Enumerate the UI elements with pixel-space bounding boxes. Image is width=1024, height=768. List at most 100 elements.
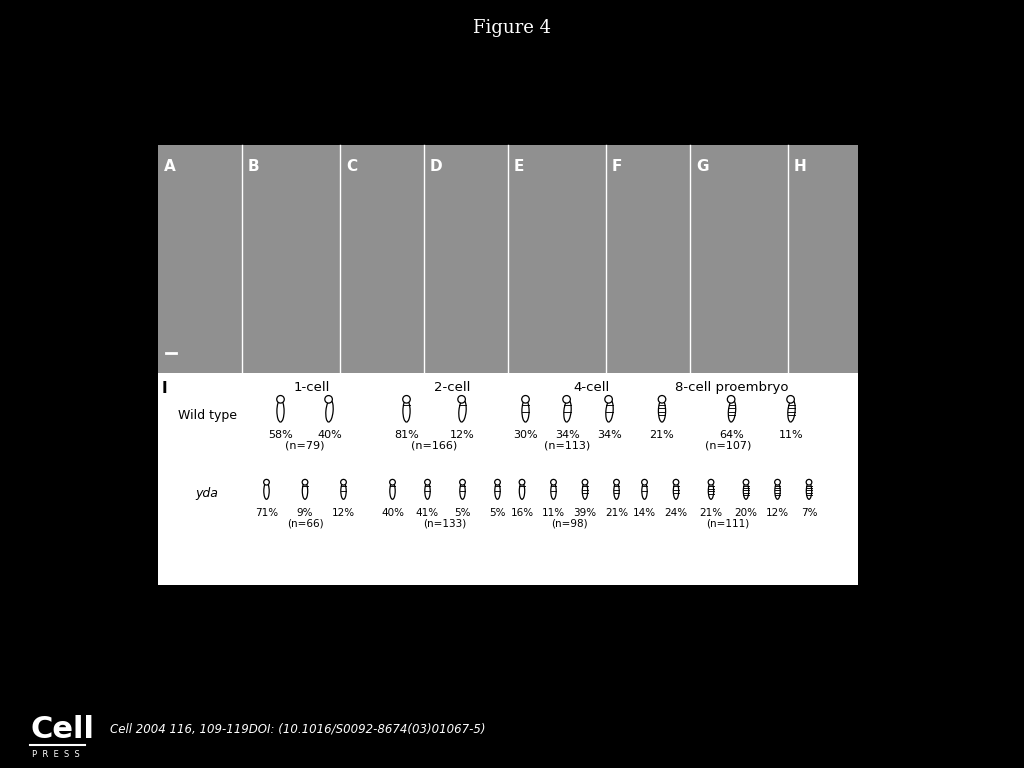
Text: (n=79): (n=79) bbox=[286, 440, 325, 450]
Circle shape bbox=[263, 479, 269, 485]
Ellipse shape bbox=[264, 483, 269, 499]
Text: E: E bbox=[514, 159, 524, 174]
Text: 4-cell: 4-cell bbox=[573, 381, 610, 394]
Text: Cell 2004 116, 109-119DOI: (10.1016/S0092-8674(03)01067-5): Cell 2004 116, 109-119DOI: (10.1016/S009… bbox=[110, 723, 485, 736]
Ellipse shape bbox=[459, 400, 466, 422]
Circle shape bbox=[390, 479, 395, 485]
Text: 41%: 41% bbox=[416, 508, 439, 518]
Text: 58%: 58% bbox=[268, 430, 293, 440]
Circle shape bbox=[775, 479, 780, 485]
Text: 21%: 21% bbox=[699, 508, 723, 518]
Circle shape bbox=[709, 479, 714, 485]
Text: 12%: 12% bbox=[332, 508, 355, 518]
Ellipse shape bbox=[728, 400, 735, 422]
Text: (n=166): (n=166) bbox=[412, 440, 458, 450]
Text: 16%: 16% bbox=[510, 508, 534, 518]
Text: 12%: 12% bbox=[451, 430, 475, 440]
Text: 21%: 21% bbox=[649, 430, 675, 440]
Text: D: D bbox=[430, 159, 442, 174]
Text: Wild type: Wild type bbox=[177, 409, 237, 422]
Ellipse shape bbox=[743, 483, 749, 499]
Circle shape bbox=[673, 479, 679, 485]
Circle shape bbox=[276, 396, 285, 403]
Ellipse shape bbox=[658, 400, 666, 422]
Text: Cell: Cell bbox=[30, 715, 94, 744]
Ellipse shape bbox=[674, 483, 679, 499]
Circle shape bbox=[642, 479, 647, 485]
Circle shape bbox=[425, 479, 430, 485]
Circle shape bbox=[551, 479, 556, 485]
Circle shape bbox=[727, 396, 735, 403]
Bar bbox=[158, 145, 858, 373]
Text: F: F bbox=[612, 159, 623, 174]
Text: (n=107): (n=107) bbox=[706, 440, 752, 450]
Text: 12%: 12% bbox=[766, 508, 790, 518]
Circle shape bbox=[402, 396, 411, 403]
Circle shape bbox=[458, 396, 465, 403]
Text: G: G bbox=[696, 159, 709, 174]
Text: Figure 4: Figure 4 bbox=[473, 19, 551, 37]
Ellipse shape bbox=[402, 400, 410, 422]
Circle shape bbox=[743, 479, 749, 485]
Circle shape bbox=[563, 396, 570, 403]
Text: 14%: 14% bbox=[633, 508, 656, 518]
Text: 11%: 11% bbox=[542, 508, 565, 518]
Ellipse shape bbox=[326, 400, 333, 422]
Circle shape bbox=[325, 396, 333, 403]
Text: 81%: 81% bbox=[394, 430, 419, 440]
Ellipse shape bbox=[551, 483, 556, 499]
Text: H: H bbox=[794, 159, 807, 174]
Text: (n=113): (n=113) bbox=[545, 440, 591, 450]
Text: (n=66): (n=66) bbox=[287, 518, 324, 528]
Ellipse shape bbox=[390, 483, 395, 499]
Circle shape bbox=[605, 396, 612, 403]
Text: 11%: 11% bbox=[779, 430, 804, 440]
Ellipse shape bbox=[564, 400, 571, 422]
Ellipse shape bbox=[613, 483, 620, 499]
Text: 8-cell proembryo: 8-cell proembryo bbox=[675, 381, 788, 394]
Circle shape bbox=[521, 396, 529, 403]
Text: (n=98): (n=98) bbox=[551, 518, 588, 528]
Text: 71%: 71% bbox=[255, 508, 279, 518]
Text: 39%: 39% bbox=[573, 508, 597, 518]
Circle shape bbox=[786, 396, 795, 403]
Text: C: C bbox=[346, 159, 357, 174]
Ellipse shape bbox=[583, 483, 588, 499]
Text: yda: yda bbox=[196, 486, 218, 499]
Text: P  R  E  S  S: P R E S S bbox=[32, 750, 80, 759]
Text: 21%: 21% bbox=[605, 508, 628, 518]
Text: 2-cell: 2-cell bbox=[434, 381, 470, 394]
Text: 40%: 40% bbox=[381, 508, 404, 518]
Text: 7%: 7% bbox=[801, 508, 817, 518]
Text: 5%: 5% bbox=[489, 508, 506, 518]
Text: 40%: 40% bbox=[317, 430, 342, 440]
Ellipse shape bbox=[806, 483, 812, 499]
Circle shape bbox=[583, 479, 588, 485]
Circle shape bbox=[302, 479, 308, 485]
Circle shape bbox=[519, 479, 525, 485]
Text: 20%: 20% bbox=[734, 508, 758, 518]
Text: 9%: 9% bbox=[297, 508, 313, 518]
Text: (n=111): (n=111) bbox=[706, 518, 749, 528]
Circle shape bbox=[658, 396, 666, 403]
Circle shape bbox=[806, 479, 812, 485]
Ellipse shape bbox=[276, 400, 284, 422]
Ellipse shape bbox=[425, 483, 430, 499]
Circle shape bbox=[341, 479, 346, 485]
Text: 34%: 34% bbox=[597, 430, 622, 440]
Text: 24%: 24% bbox=[665, 508, 687, 518]
Ellipse shape bbox=[606, 400, 613, 422]
Ellipse shape bbox=[302, 483, 307, 499]
Text: 64%: 64% bbox=[720, 430, 744, 440]
Text: I: I bbox=[162, 381, 168, 396]
Ellipse shape bbox=[642, 483, 647, 499]
Ellipse shape bbox=[519, 483, 524, 499]
Text: 30%: 30% bbox=[513, 430, 538, 440]
Ellipse shape bbox=[341, 483, 346, 499]
Ellipse shape bbox=[495, 483, 500, 499]
Ellipse shape bbox=[460, 483, 465, 499]
Ellipse shape bbox=[787, 400, 796, 422]
Text: 5%: 5% bbox=[455, 508, 471, 518]
Circle shape bbox=[613, 479, 620, 485]
Ellipse shape bbox=[775, 483, 780, 499]
